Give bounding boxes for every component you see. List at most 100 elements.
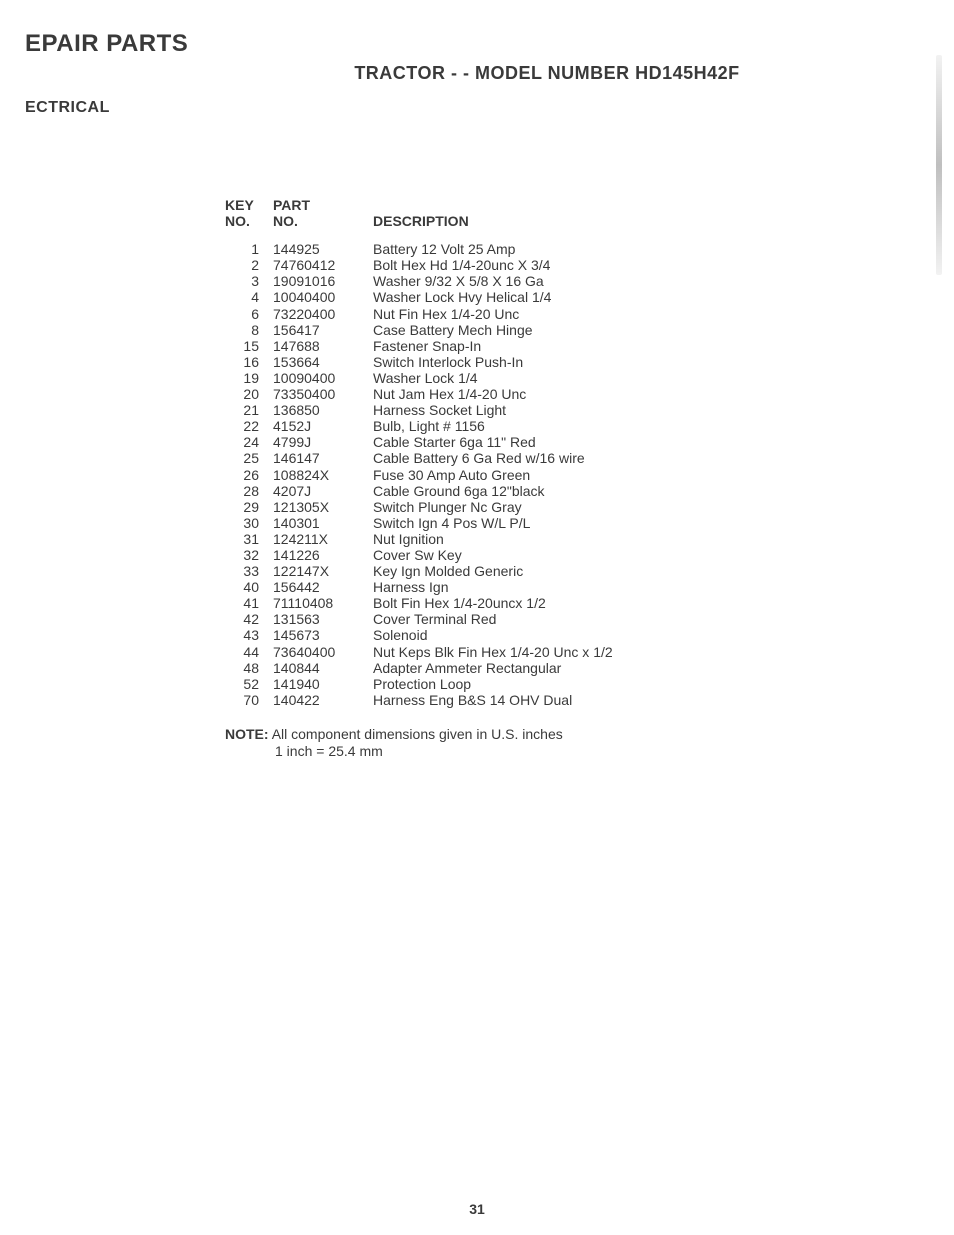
cell-key: 41 — [225, 595, 273, 611]
table-row: 2073350400Nut Jam Hex 1/4-20 Unc — [225, 386, 934, 402]
table-row: 33122147XKey Ign Molded Generic — [225, 563, 934, 579]
cell-desc: Key Ign Molded Generic — [373, 563, 753, 579]
header-key-line1: KEY — [225, 197, 273, 213]
cell-part: 140844 — [273, 660, 373, 676]
cell-key: 8 — [225, 322, 273, 338]
cell-key: 28 — [225, 483, 273, 499]
cell-desc: Fastener Snap-In — [373, 338, 753, 354]
main-title: EPAIR PARTS — [25, 30, 934, 58]
table-row: 1144925Battery 12 Volt 25 Amp — [225, 241, 934, 257]
cell-part: 19091016 — [273, 273, 373, 289]
cell-key: 20 — [225, 386, 273, 402]
cell-part: 140422 — [273, 692, 373, 708]
header-key-line2: NO. — [225, 213, 273, 229]
cell-part: 146147 — [273, 450, 373, 466]
cell-key: 40 — [225, 579, 273, 595]
header-key: KEY NO. — [225, 197, 273, 229]
table-row: 673220400Nut Fin Hex 1/4-20 Unc — [225, 306, 934, 322]
cell-key: 33 — [225, 563, 273, 579]
cell-part: 73220400 — [273, 306, 373, 322]
cell-desc: Solenoid — [373, 627, 753, 643]
table-row: 31124211XNut Ignition — [225, 531, 934, 547]
table-row: 410040400Washer Lock Hvy Helical 1/4 — [225, 289, 934, 305]
table-body: 1144925Battery 12 Volt 25 Amp274760412Bo… — [225, 241, 934, 708]
cell-key: 32 — [225, 547, 273, 563]
cell-desc: Case Battery Mech Hinge — [373, 322, 753, 338]
note-section: NOTE: All component dimensions given in … — [225, 726, 934, 760]
parts-table: KEY NO. PART NO. DESCRIPTION 1144925Batt… — [225, 197, 934, 708]
cell-key: 2 — [225, 257, 273, 273]
table-row: 21136850Harness Socket Light — [225, 402, 934, 418]
table-row: 32141226Cover Sw Key — [225, 547, 934, 563]
table-row: 70140422Harness Eng B&S 14 OHV Dual — [225, 692, 934, 708]
cell-part: 156417 — [273, 322, 373, 338]
cell-part: 141226 — [273, 547, 373, 563]
cell-key: 24 — [225, 434, 273, 450]
table-row: 16153664Switch Interlock Push-In — [225, 354, 934, 370]
cell-part: 153664 — [273, 354, 373, 370]
table-row: 29121305XSwitch Plunger Nc Gray — [225, 499, 934, 515]
cell-desc: Battery 12 Volt 25 Amp — [373, 241, 753, 257]
cell-key: 44 — [225, 644, 273, 660]
cell-part: 145673 — [273, 627, 373, 643]
cell-desc: Washer 9/32 X 5/8 X 16 Ga — [373, 273, 753, 289]
cell-part: 124211X — [273, 531, 373, 547]
cell-desc: Nut Jam Hex 1/4-20 Unc — [373, 386, 753, 402]
cell-part: 136850 — [273, 402, 373, 418]
scan-artifact — [936, 55, 942, 275]
cell-desc: Nut Ignition — [373, 531, 753, 547]
header-part-line1: PART — [273, 197, 373, 213]
table-row: 30140301Switch Ign 4 Pos W/L P/L — [225, 515, 934, 531]
table-row: 284207JCable Ground 6ga 12"black — [225, 483, 934, 499]
cell-part: 121305X — [273, 499, 373, 515]
page-number: 31 — [469, 1201, 485, 1217]
cell-part: 147688 — [273, 338, 373, 354]
cell-desc: Nut Keps Blk Fin Hex 1/4-20 Unc x 1/2 — [373, 644, 753, 660]
cell-desc: Bolt Hex Hd 1/4-20unc X 3/4 — [373, 257, 753, 273]
cell-key: 31 — [225, 531, 273, 547]
cell-part: 108824X — [273, 467, 373, 483]
cell-part: 131563 — [273, 611, 373, 627]
cell-desc: Cable Starter 6ga 11" Red — [373, 434, 753, 450]
table-row: 42131563Cover Terminal Red — [225, 611, 934, 627]
table-header: KEY NO. PART NO. DESCRIPTION — [225, 197, 934, 229]
cell-key: 1 — [225, 241, 273, 257]
table-row: 274760412Bolt Hex Hd 1/4-20unc X 3/4 — [225, 257, 934, 273]
cell-key: 22 — [225, 418, 273, 434]
cell-desc: Harness Ign — [373, 579, 753, 595]
cell-key: 48 — [225, 660, 273, 676]
cell-desc: Switch Plunger Nc Gray — [373, 499, 753, 515]
cell-desc: Nut Fin Hex 1/4-20 Unc — [373, 306, 753, 322]
table-row: 25146147Cable Battery 6 Ga Red w/16 wire — [225, 450, 934, 466]
table-row: 15147688Fastener Snap-In — [225, 338, 934, 354]
cell-key: 19 — [225, 370, 273, 386]
header-desc-text: DESCRIPTION — [373, 213, 673, 229]
table-row: 319091016Washer 9/32 X 5/8 X 16 Ga — [225, 273, 934, 289]
note-line1-wrapper: NOTE: All component dimensions given in … — [225, 726, 934, 743]
cell-desc: Bulb, Light # 1156 — [373, 418, 753, 434]
cell-desc: Harness Eng B&S 14 OHV Dual — [373, 692, 753, 708]
cell-desc: Cover Terminal Red — [373, 611, 753, 627]
table-row: 224152JBulb, Light # 1156 — [225, 418, 934, 434]
cell-key: 6 — [225, 306, 273, 322]
cell-key: 52 — [225, 676, 273, 692]
cell-key: 25 — [225, 450, 273, 466]
cell-key: 16 — [225, 354, 273, 370]
table-row: 4473640400Nut Keps Blk Fin Hex 1/4-20 Un… — [225, 644, 934, 660]
table-row: 4171110408Bolt Fin Hex 1/4-20uncx 1/2 — [225, 595, 934, 611]
table-row: 52141940Protection Loop — [225, 676, 934, 692]
cell-key: 30 — [225, 515, 273, 531]
note-line1: All component dimensions given in U.S. i… — [272, 726, 563, 742]
table-row: 1910090400Washer Lock 1/4 — [225, 370, 934, 386]
table-row: 43145673Solenoid — [225, 627, 934, 643]
cell-part: 4152J — [273, 418, 373, 434]
cell-part: 140301 — [273, 515, 373, 531]
cell-part: 10040400 — [273, 289, 373, 305]
cell-desc: Cover Sw Key — [373, 547, 753, 563]
cell-part: 73350400 — [273, 386, 373, 402]
table-row: 26108824XFuse 30 Amp Auto Green — [225, 467, 934, 483]
cell-key: 43 — [225, 627, 273, 643]
table-row: 8156417Case Battery Mech Hinge — [225, 322, 934, 338]
table-row: 48140844Adapter Ammeter Rectangular — [225, 660, 934, 676]
cell-part: 156442 — [273, 579, 373, 595]
